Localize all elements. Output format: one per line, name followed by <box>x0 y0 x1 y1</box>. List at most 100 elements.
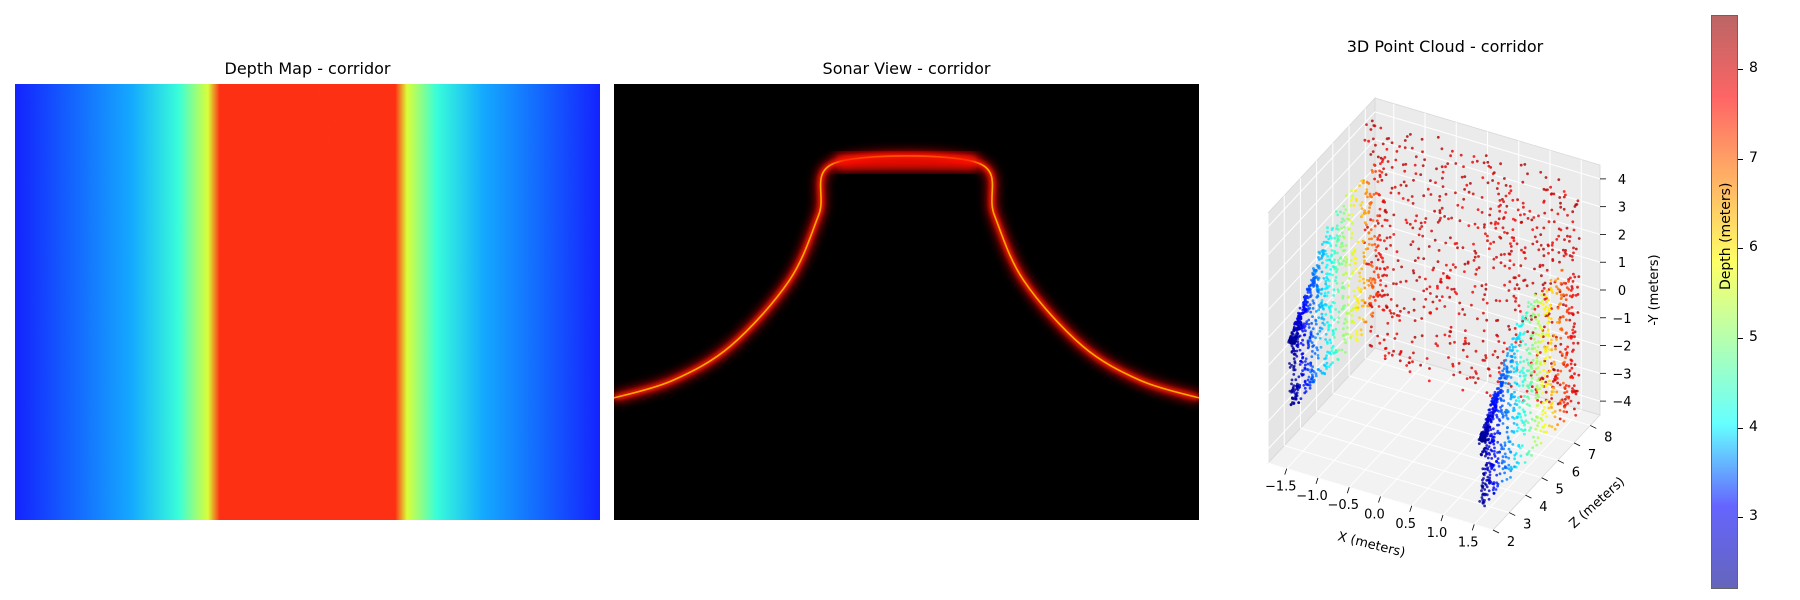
point <box>1526 369 1529 373</box>
point <box>1560 328 1564 332</box>
point <box>1297 327 1301 331</box>
point <box>1484 428 1488 431</box>
point <box>1387 351 1391 355</box>
point <box>1326 272 1330 275</box>
point <box>1530 385 1534 388</box>
point <box>1487 461 1491 465</box>
point <box>1303 367 1307 371</box>
point <box>1499 388 1503 392</box>
point <box>1542 385 1546 388</box>
point <box>1322 240 1326 244</box>
point <box>1493 408 1497 412</box>
point <box>1546 188 1549 192</box>
point <box>1314 276 1317 280</box>
point <box>1296 382 1299 386</box>
point <box>1555 292 1559 295</box>
point <box>1525 452 1529 456</box>
point <box>1293 360 1297 363</box>
point <box>1517 384 1521 388</box>
point <box>1352 289 1356 293</box>
grid-line <box>1374 278 1601 347</box>
point <box>1480 433 1483 436</box>
point <box>1559 302 1562 306</box>
grid-line <box>1317 362 1426 479</box>
point <box>1349 203 1353 207</box>
point <box>1342 235 1345 238</box>
point <box>1383 156 1387 159</box>
point <box>1551 291 1554 294</box>
point <box>1362 181 1365 185</box>
point <box>1536 424 1539 427</box>
point <box>1289 340 1293 344</box>
point <box>1328 338 1332 342</box>
point <box>1369 276 1372 280</box>
point <box>1421 150 1424 154</box>
point <box>1297 375 1301 379</box>
point <box>1293 349 1297 353</box>
point <box>1309 330 1313 334</box>
point <box>1369 281 1373 285</box>
point <box>1521 339 1524 343</box>
point <box>1508 280 1512 284</box>
point <box>1570 374 1574 378</box>
point <box>1306 378 1310 382</box>
point <box>1505 231 1509 235</box>
point <box>1407 361 1411 364</box>
point <box>1537 313 1540 317</box>
point <box>1505 366 1509 370</box>
point <box>1375 245 1379 249</box>
point <box>1534 292 1538 296</box>
point <box>1538 387 1541 390</box>
point <box>1430 229 1433 233</box>
point <box>1488 425 1492 429</box>
point <box>1364 211 1368 215</box>
point <box>1447 356 1450 359</box>
point <box>1293 353 1296 356</box>
point <box>1530 315 1533 319</box>
point <box>1532 216 1536 219</box>
point <box>1498 235 1502 239</box>
point <box>1325 354 1328 358</box>
point <box>1495 415 1499 419</box>
point <box>1367 210 1371 213</box>
point <box>1297 335 1301 338</box>
point <box>1481 467 1485 471</box>
point <box>1341 285 1345 289</box>
point <box>1543 374 1547 378</box>
point <box>1560 268 1564 272</box>
point <box>1465 355 1469 358</box>
point <box>1299 312 1302 316</box>
point <box>1500 361 1503 365</box>
point <box>1343 351 1347 354</box>
point <box>1494 396 1498 399</box>
point <box>1449 236 1452 240</box>
point <box>1499 399 1503 402</box>
point <box>1534 317 1538 321</box>
point <box>1482 431 1486 435</box>
y-tick-label: −1 <box>1612 312 1631 327</box>
point <box>1303 380 1307 384</box>
point <box>1512 422 1516 425</box>
point <box>1522 279 1525 282</box>
point <box>1488 411 1491 415</box>
point <box>1309 339 1312 343</box>
point <box>1334 244 1338 247</box>
point <box>1462 197 1466 201</box>
point <box>1358 316 1361 320</box>
point <box>1356 240 1360 244</box>
point <box>1492 409 1496 412</box>
point <box>1558 408 1562 412</box>
point <box>1401 163 1405 167</box>
point <box>1489 420 1493 424</box>
point <box>1325 258 1329 262</box>
point <box>1361 239 1365 243</box>
point <box>1313 281 1316 285</box>
point <box>1564 365 1568 368</box>
point <box>1550 390 1554 394</box>
point <box>1290 340 1294 344</box>
point <box>1490 416 1494 419</box>
point <box>1296 388 1300 391</box>
point <box>1289 403 1293 406</box>
point <box>1541 409 1545 413</box>
point <box>1292 352 1296 356</box>
